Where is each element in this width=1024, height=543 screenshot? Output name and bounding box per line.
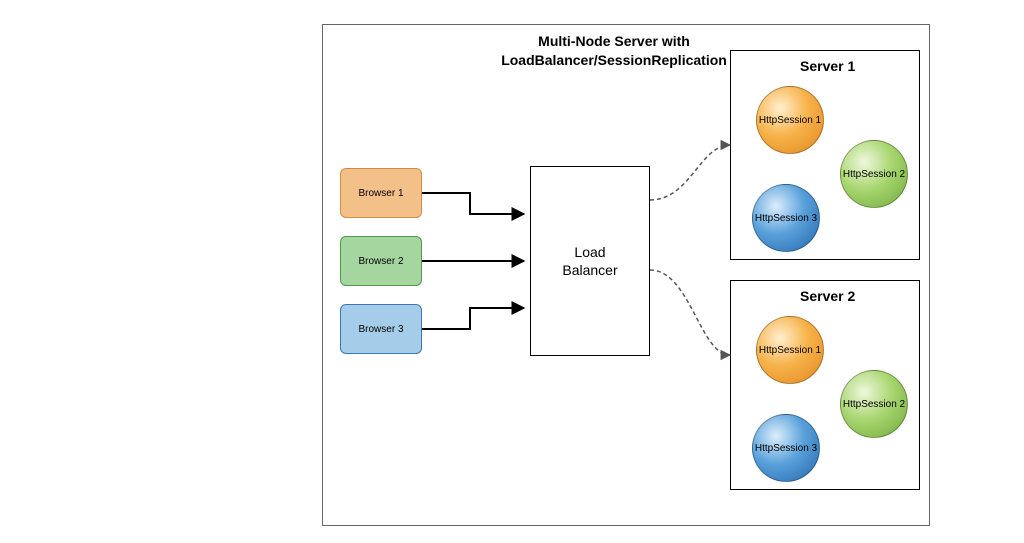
- lb-label-2: Balancer: [562, 262, 617, 278]
- browser-2: Browser 2: [340, 236, 422, 286]
- lb-label-1: Load: [574, 244, 605, 260]
- title-line2: LoadBalancer/SessionReplication: [501, 52, 727, 68]
- load-balancer: Load Balancer: [530, 166, 650, 356]
- server-2-session-3-label: HttpSession 3: [755, 443, 817, 454]
- browser-2-label: Browser 2: [358, 256, 403, 267]
- server-1-title: Server 1: [800, 58, 855, 74]
- server-1-session-1: HttpSession 1: [756, 86, 824, 154]
- title-line1: Multi-Node Server with: [538, 33, 690, 49]
- browser-1-label: Browser 1: [358, 188, 403, 199]
- server-1-session-1-label: HttpSession 1: [759, 115, 821, 126]
- server-2-title: Server 2: [800, 288, 855, 304]
- server-2-session-2: HttpSession 2: [840, 370, 908, 438]
- server-1-session-3-label: HttpSession 3: [755, 213, 817, 224]
- server-2-session-1-label: HttpSession 1: [759, 345, 821, 356]
- server-2-session-2-label: HttpSession 2: [843, 399, 905, 410]
- server-1-session-2: HttpSession 2: [840, 140, 908, 208]
- browser-3-label: Browser 3: [358, 324, 403, 335]
- server-2-session-1: HttpSession 1: [756, 316, 824, 384]
- browser-3: Browser 3: [340, 304, 422, 354]
- diagram-title: Multi-Node Server with LoadBalancer/Sess…: [494, 32, 734, 70]
- server-1-session-3: HttpSession 3: [752, 184, 820, 252]
- server-2-session-3: HttpSession 3: [752, 414, 820, 482]
- browser-1: Browser 1: [340, 168, 422, 218]
- diagram-canvas: Multi-Node Server with LoadBalancer/Sess…: [0, 0, 1024, 543]
- server-1-session-2-label: HttpSession 2: [843, 169, 905, 180]
